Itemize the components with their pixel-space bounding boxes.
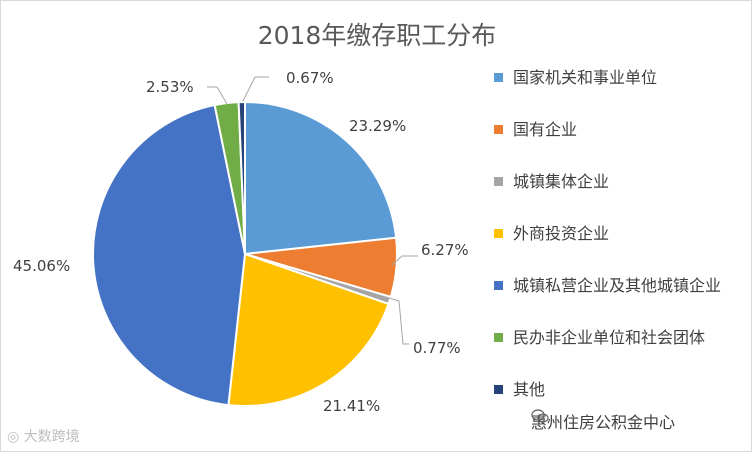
legend-label: 城镇私营企业及其他城镇企业 [513, 276, 722, 295]
leader-line-2 [391, 255, 418, 266]
legend-swatch [494, 177, 503, 186]
data-label-2: 6.27% [421, 241, 469, 259]
wechat-icon [531, 409, 549, 423]
watermark-left-text: 大数跨境 [23, 429, 80, 445]
pie-slice-4 [227, 252, 390, 407]
watermark-logo-icon: ◎ [7, 429, 20, 445]
legend-label: 民办非企业单位和社会团体 [513, 328, 706, 347]
pie-slice-1 [244, 100, 398, 256]
legend-label: 城镇集体企业 [513, 172, 610, 191]
legend-label: 国家机关和事业单位 [513, 68, 658, 87]
watermark-left: ◎ 大数跨境 [7, 426, 80, 446]
legend-swatch [494, 229, 503, 238]
legend-swatch [494, 73, 503, 82]
watermark-right: 惠州住房公积金中心 [531, 409, 675, 433]
data-label-1: 23.29% [349, 117, 406, 135]
legend-label: 其他 [513, 380, 546, 399]
pie-slice-7 [237, 100, 246, 255]
data-label-7: 0.67% [286, 69, 334, 87]
leader-line-6 [207, 86, 228, 105]
legend-swatch [494, 385, 503, 394]
legend-swatch [494, 333, 503, 342]
data-label-4: 21.41% [323, 397, 380, 415]
legend-label: 国有企业 [513, 120, 578, 139]
legend-swatch [494, 281, 503, 290]
leader-line-7 [242, 76, 269, 102]
leader-line-3 [388, 297, 409, 345]
watermark-right-text: 惠州住房公积金中心 [531, 413, 676, 432]
legend-swatch [494, 125, 503, 134]
legend-label: 外商投资企业 [513, 224, 610, 243]
pie-slice-5 [92, 103, 247, 407]
chart-title: 2018年缴存职工分布 [257, 21, 497, 50]
data-label-6: 2.53% [146, 78, 194, 96]
data-label-5: 45.06% [13, 257, 70, 275]
data-label-3: 0.77% [413, 339, 461, 357]
